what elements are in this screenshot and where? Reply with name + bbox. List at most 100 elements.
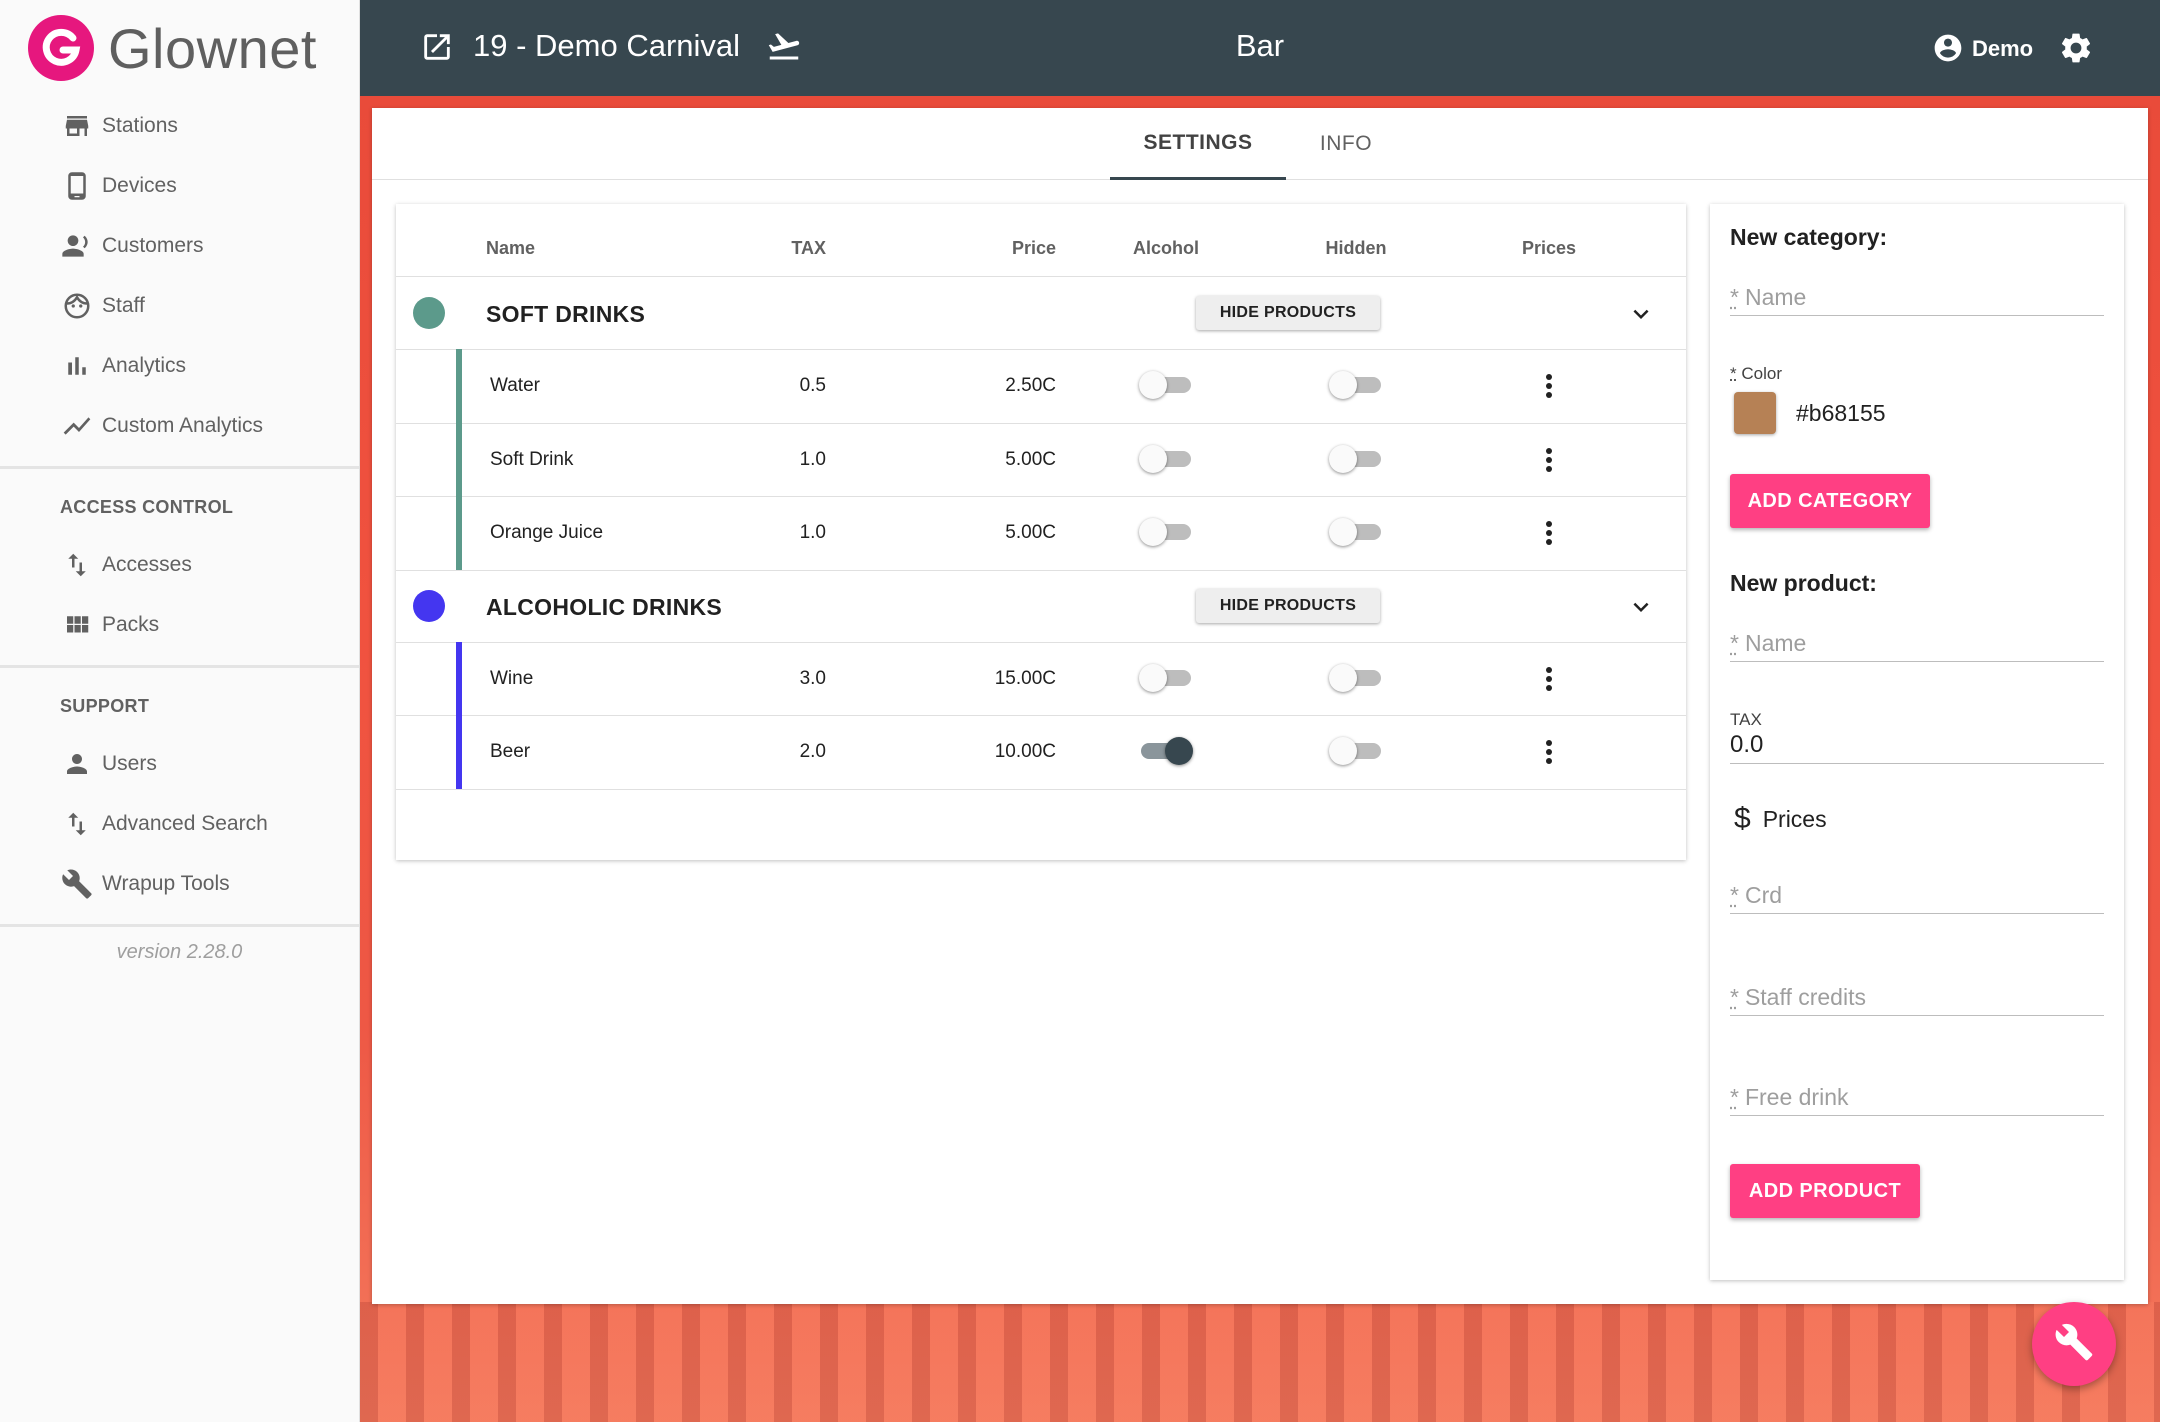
- tax-input[interactable]: 0.0: [1730, 724, 2104, 764]
- product-tax: 3.0: [799, 667, 826, 689]
- sidebar-item-stations[interactable]: Stations: [0, 96, 359, 156]
- tab-bar: SETTINGS INFO: [372, 108, 2148, 180]
- nav-section-support: SUPPORT: [60, 695, 150, 716]
- brand[interactable]: Glownet: [0, 0, 359, 96]
- toggle-thumb: [1165, 737, 1193, 765]
- color-label-text: Color: [1741, 364, 1782, 383]
- table-divider: [396, 788, 1686, 790]
- product-tax: 0.5: [799, 375, 826, 396]
- required-mark: *: [1730, 984, 1739, 1010]
- alcohol-toggle[interactable]: [1139, 660, 1193, 694]
- sidebar-item-packs[interactable]: Packs: [0, 595, 359, 655]
- column-header-name: Name: [486, 238, 536, 258]
- sidebar-item-label: Packs: [102, 613, 160, 636]
- chevron-down-icon[interactable]: [1626, 592, 1656, 627]
- sidebar-item-custom-analytics[interactable]: Custom Analytics: [0, 396, 359, 456]
- sidebar-item-label: Stations: [102, 114, 178, 137]
- more-options-icon[interactable]: [1534, 662, 1564, 696]
- product-name-placeholder: Name: [1744, 630, 1807, 656]
- hide-products-button[interactable]: HIDE PRODUCTS: [1196, 588, 1380, 623]
- sidebar-item-wrapup-tools[interactable]: Wrapup Tools: [0, 854, 359, 914]
- prices-section-header: $ Prices: [1734, 802, 1827, 836]
- create-form: New category: * Name * Color #b68155 ADD…: [1710, 204, 2124, 1280]
- product-price: 5.00C: [1005, 448, 1056, 470]
- alcohol-toggle[interactable]: [1139, 733, 1193, 767]
- face-icon: [60, 289, 94, 323]
- more-options-icon[interactable]: [1534, 516, 1564, 550]
- sidebar-item-label: Analytics: [102, 354, 187, 377]
- staff-credits-input[interactable]: * Staff credits: [1730, 976, 2104, 1016]
- sidebar-item-label: Users: [102, 752, 157, 775]
- color-hex-value[interactable]: #b68155: [1796, 400, 1886, 426]
- free-drink-placeholder: Free drink: [1744, 1084, 1849, 1110]
- tab-settings[interactable]: SETTINGS: [1110, 108, 1286, 180]
- person-icon: [60, 747, 94, 781]
- sidebar-item-label: Devices: [102, 174, 177, 197]
- column-header-price: Price: [1011, 238, 1056, 258]
- hide-products-button[interactable]: HIDE PRODUCTS: [1196, 296, 1380, 330]
- add-product-button[interactable]: ADD PRODUCT: [1730, 1164, 1920, 1218]
- hidden-toggle[interactable]: [1329, 367, 1383, 401]
- crd-placeholder: Crd: [1744, 882, 1783, 908]
- more-options-icon[interactable]: [1534, 443, 1564, 477]
- toggle-thumb: [1139, 663, 1167, 692]
- account-circle-icon[interactable]: [1932, 32, 1964, 69]
- swap-vertical-icon: [60, 807, 94, 841]
- required-mark: *: [1730, 882, 1739, 908]
- product-name: Orange Juice: [490, 522, 604, 543]
- sidebar-item-advanced-search[interactable]: Advanced Search: [0, 794, 359, 854]
- category-name: SOFT DRINKS: [486, 301, 646, 327]
- event-title[interactable]: 19 - Demo Carnival: [473, 28, 741, 63]
- table-divider: [396, 569, 1686, 571]
- category-name: ALCOHOLIC DRINKS: [486, 593, 723, 620]
- open-in-new-icon[interactable]: [420, 30, 454, 69]
- sidebar-item-devices[interactable]: Devices: [0, 156, 359, 216]
- gear-icon[interactable]: [2058, 30, 2094, 71]
- table-divider: [396, 422, 1686, 424]
- sidebar-item-accesses[interactable]: Accesses: [0, 535, 359, 595]
- color-swatch[interactable]: [1734, 392, 1776, 434]
- add-category-button[interactable]: ADD CATEGORY: [1730, 474, 1930, 528]
- product-tax: 1.0: [799, 448, 826, 470]
- sidebar-item-staff[interactable]: Staff: [0, 276, 359, 336]
- sidebar-item-analytics[interactable]: Analytics: [0, 336, 359, 396]
- hidden-toggle[interactable]: [1329, 660, 1383, 694]
- sidebar-item-users[interactable]: Users: [0, 734, 359, 794]
- tab-info[interactable]: INFO: [1319, 132, 1373, 155]
- prices-title: Prices: [1762, 805, 1827, 832]
- sidebar-item-customers[interactable]: Customers: [0, 216, 359, 276]
- more-options-icon[interactable]: [1534, 735, 1564, 769]
- required-mark: *: [1730, 364, 1737, 383]
- column-header-alcohol: Alcohol: [1133, 238, 1199, 258]
- alcohol-toggle[interactable]: [1139, 514, 1193, 548]
- free-drink-input[interactable]: * Free drink: [1730, 1076, 2104, 1116]
- required-mark: *: [1730, 630, 1739, 656]
- sidebar-item-label: Customers: [102, 234, 204, 257]
- app-version: version 2.28.0: [116, 941, 243, 963]
- alcohol-toggle[interactable]: [1139, 367, 1193, 401]
- user-name[interactable]: Demo: [1972, 36, 2034, 61]
- toggle-thumb: [1329, 444, 1357, 473]
- new-product-title: New product:: [1730, 570, 1877, 596]
- flight-takeoff-icon[interactable]: [766, 28, 802, 69]
- nav-divider: [0, 665, 359, 668]
- column-header-tax: TAX: [791, 238, 826, 258]
- hidden-toggle[interactable]: [1329, 441, 1383, 475]
- chevron-down-icon[interactable]: [1626, 299, 1656, 334]
- required-mark: *: [1730, 1084, 1739, 1110]
- product-name: Soft Drink: [490, 448, 574, 470]
- hidden-toggle[interactable]: [1329, 514, 1383, 548]
- phone-icon: [60, 169, 94, 203]
- more-options-icon[interactable]: [1534, 369, 1564, 403]
- crd-price-input[interactable]: * Crd: [1730, 874, 2104, 914]
- hidden-toggle[interactable]: [1329, 733, 1383, 767]
- category-color-bar: [456, 641, 462, 789]
- sidebar-item-label: Wrapup Tools: [102, 872, 230, 895]
- category-color-dot: [413, 589, 445, 622]
- category-name-input[interactable]: * Name: [1730, 276, 2104, 316]
- wrapup-tools-fab[interactable]: [2032, 1302, 2116, 1386]
- table-divider: [396, 349, 1686, 350]
- alcohol-toggle[interactable]: [1139, 441, 1193, 475]
- product-name-input[interactable]: * Name: [1730, 622, 2104, 662]
- swap-vertical-icon: [60, 548, 94, 582]
